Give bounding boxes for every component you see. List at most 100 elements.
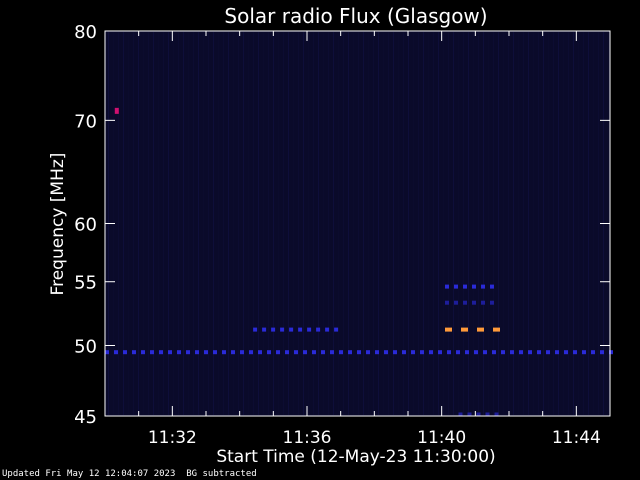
background-streak xyxy=(423,32,424,415)
footer-note: BG subtracted xyxy=(186,469,257,479)
background-streak xyxy=(408,32,409,415)
background-streak xyxy=(358,32,359,415)
emission-dash xyxy=(307,327,312,332)
emission-dash xyxy=(316,327,321,332)
background-streak xyxy=(163,32,164,415)
emission-dash xyxy=(411,350,415,355)
y-tick-label: 50 xyxy=(74,336,97,357)
y-tick-label: 45 xyxy=(74,407,97,428)
emission-dash xyxy=(463,300,467,305)
emission-dash xyxy=(339,350,343,355)
background-streak xyxy=(343,32,344,415)
background-streak xyxy=(473,32,474,415)
background-streak xyxy=(213,32,214,415)
emission-dash xyxy=(334,327,339,332)
background-streak xyxy=(518,32,519,415)
emission-dash xyxy=(195,350,199,355)
emission-dash xyxy=(105,350,109,355)
y-tick-label: 70 xyxy=(74,111,97,132)
background-streak xyxy=(248,32,249,415)
emission-dash xyxy=(447,350,451,355)
background-streak xyxy=(398,32,399,415)
background-streak xyxy=(233,32,234,415)
background-streak xyxy=(373,32,374,415)
background-streak xyxy=(338,32,339,415)
background-streak xyxy=(253,32,254,415)
emission-dash xyxy=(472,300,476,305)
emission-dash xyxy=(262,327,267,332)
x-tick-label: 11:44 xyxy=(552,428,601,448)
background-streak xyxy=(583,32,584,415)
emission-dash xyxy=(564,350,568,355)
background-streak xyxy=(258,32,259,415)
emission-dash xyxy=(276,350,280,355)
background-streak xyxy=(318,32,319,415)
emission-dash xyxy=(325,327,330,332)
y-tick-label: 60 xyxy=(74,215,97,236)
background-streak xyxy=(588,32,589,415)
background-streak xyxy=(283,32,284,415)
emission-dash xyxy=(454,300,458,305)
y-tick-label: 55 xyxy=(74,273,97,294)
emission-dash xyxy=(494,412,499,417)
background-streak xyxy=(293,32,294,415)
background-streak xyxy=(598,32,599,415)
emission-dash xyxy=(477,327,484,332)
emission-spot xyxy=(114,107,119,114)
emission-dash xyxy=(357,350,361,355)
emission-dash xyxy=(231,350,235,355)
background-streak xyxy=(333,32,334,415)
background-streak xyxy=(168,32,169,415)
emission-dash xyxy=(600,350,604,355)
emission-dash xyxy=(490,300,494,305)
background-streak xyxy=(393,32,394,415)
emission-dash xyxy=(321,350,325,355)
background-streak xyxy=(568,32,569,415)
background-streak xyxy=(593,32,594,415)
background-streak xyxy=(308,32,309,415)
emission-dash xyxy=(289,327,294,332)
emission-dash xyxy=(132,350,136,355)
background-streak xyxy=(498,32,499,415)
background-streak xyxy=(128,32,129,415)
background-streak xyxy=(238,32,239,415)
background-streak xyxy=(158,32,159,415)
background-streak xyxy=(198,32,199,415)
emission-dash xyxy=(481,300,485,305)
emission-dash xyxy=(483,350,487,355)
background-streak xyxy=(558,32,559,415)
background-streak xyxy=(288,32,289,415)
emission-dash xyxy=(240,350,244,355)
footer-updated: Updated Fri May 12 12:04:07 2023 xyxy=(2,469,176,479)
background-streak xyxy=(178,32,179,415)
background-streak xyxy=(463,32,464,415)
background-streak xyxy=(438,32,439,415)
background-streak xyxy=(383,32,384,415)
background-streak xyxy=(563,32,564,415)
background-streak xyxy=(228,32,229,415)
background-streak xyxy=(193,32,194,415)
background-streak xyxy=(368,32,369,415)
background-streak xyxy=(488,32,489,415)
background-streak xyxy=(538,32,539,415)
footer: Updated Fri May 12 12:04:07 2023 BG subt… xyxy=(2,469,257,479)
background-streak xyxy=(123,32,124,415)
emission-dash xyxy=(461,327,468,332)
x-axis-label: Start Time (12-May-23 11:30:00) xyxy=(216,447,495,467)
emission-dash xyxy=(393,350,397,355)
emission-dash xyxy=(271,327,276,332)
emission-dash xyxy=(465,350,469,355)
emission-dash xyxy=(493,327,500,332)
background-streak xyxy=(428,32,429,415)
emission-dash xyxy=(168,350,172,355)
background-streak xyxy=(573,32,574,415)
y-tick-label: 80 xyxy=(74,22,97,43)
emission-dash xyxy=(159,350,163,355)
emission-dash xyxy=(298,327,303,332)
background-streak xyxy=(453,32,454,415)
emission-dash xyxy=(445,284,449,289)
emission-dash xyxy=(472,284,476,289)
emission-dash xyxy=(429,350,433,355)
background-streak xyxy=(298,32,299,415)
